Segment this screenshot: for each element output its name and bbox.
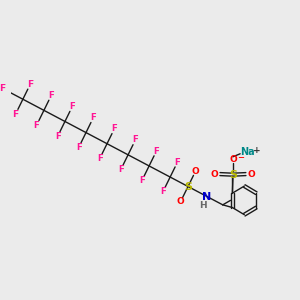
Text: F: F [13, 110, 19, 118]
Text: O: O [211, 169, 218, 178]
Text: F: F [139, 176, 145, 185]
Text: S: S [229, 170, 237, 180]
Text: O: O [192, 167, 200, 176]
Text: −: − [237, 153, 244, 162]
Text: O: O [248, 169, 255, 178]
Text: S: S [184, 182, 192, 191]
Text: H: H [199, 201, 206, 210]
Text: F: F [76, 143, 82, 152]
Text: F: F [118, 165, 124, 174]
Text: Na: Na [240, 147, 255, 157]
Text: F: F [133, 135, 138, 144]
Text: F: F [175, 158, 180, 167]
Text: +: + [253, 146, 260, 155]
Text: F: F [97, 154, 103, 163]
Text: F: F [27, 80, 33, 89]
Text: N: N [202, 191, 212, 202]
Text: O: O [177, 197, 184, 206]
Text: F: F [34, 121, 40, 130]
Text: F: F [69, 102, 75, 111]
Text: F: F [160, 188, 166, 196]
Text: F: F [55, 132, 61, 141]
Text: F: F [90, 113, 96, 122]
Text: F: F [48, 91, 54, 100]
Text: F: F [154, 146, 159, 155]
Text: F: F [0, 84, 5, 93]
Text: O: O [229, 155, 237, 164]
Text: F: F [112, 124, 117, 133]
